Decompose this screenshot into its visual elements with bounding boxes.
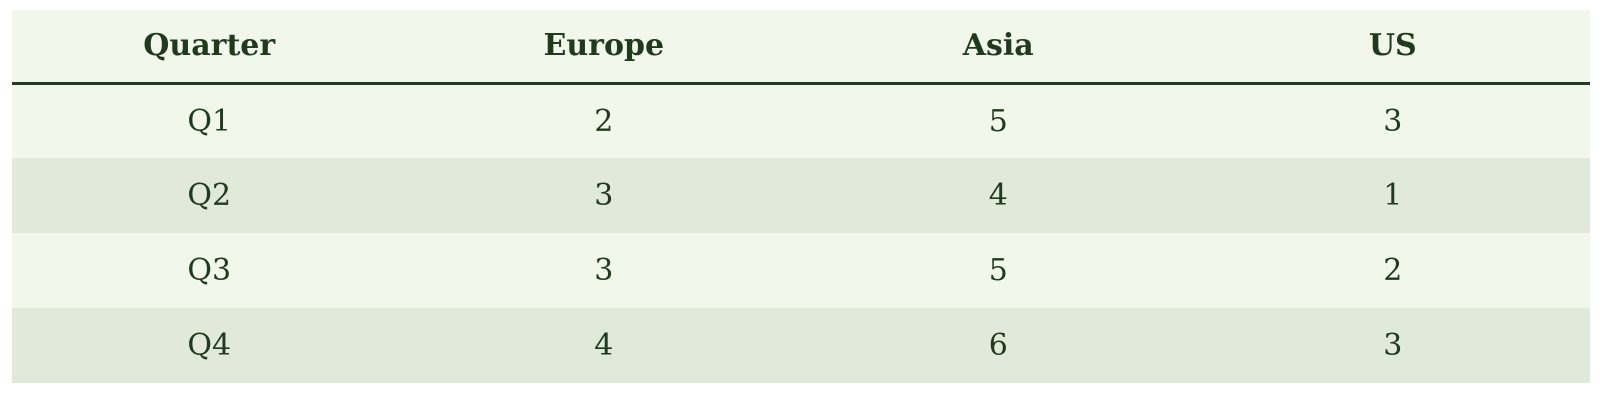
cell-us: 3 xyxy=(1383,103,1403,139)
table-row: Q4 4 6 3 xyxy=(12,308,1590,383)
cell-europe: 2 xyxy=(594,103,614,139)
cell-europe: 3 xyxy=(594,178,614,213)
table-header: Quarter Europe Asia US xyxy=(12,10,1590,85)
cell-quarter: Q2 xyxy=(187,178,232,213)
cell-asia: 6 xyxy=(988,328,1008,363)
column-header-asia: Asia xyxy=(801,10,1196,85)
data-table-container: Quarter Europe Asia US Q1 2 5 3 Q2 3 4 1… xyxy=(12,10,1590,383)
table-row: Q3 3 5 2 xyxy=(12,233,1590,308)
cell-asia: 5 xyxy=(988,103,1008,139)
table-body: Q1 2 5 3 Q2 3 4 1 Q3 3 5 2 Q4 4 6 3 xyxy=(12,83,1590,383)
cell-europe: 3 xyxy=(594,253,614,288)
cell-europe: 4 xyxy=(594,328,614,363)
column-header-quarter: Quarter xyxy=(12,10,407,85)
table-row: Q2 3 4 1 xyxy=(12,158,1590,233)
column-header-us: US xyxy=(1195,10,1590,85)
cell-quarter: Q1 xyxy=(187,103,232,139)
cell-asia: 5 xyxy=(988,253,1008,288)
cell-us: 2 xyxy=(1383,253,1403,288)
cell-us: 3 xyxy=(1383,328,1403,363)
table-row: Q1 2 5 3 xyxy=(12,83,1590,158)
cell-asia: 4 xyxy=(988,178,1008,213)
data-table: Quarter Europe Asia US Q1 2 5 3 Q2 3 4 1… xyxy=(12,10,1590,383)
cell-quarter: Q3 xyxy=(187,253,232,288)
column-header-europe: Europe xyxy=(406,10,801,85)
cell-us: 1 xyxy=(1383,178,1403,213)
cell-quarter: Q4 xyxy=(187,328,232,363)
header-row: Quarter Europe Asia US xyxy=(12,10,1590,85)
